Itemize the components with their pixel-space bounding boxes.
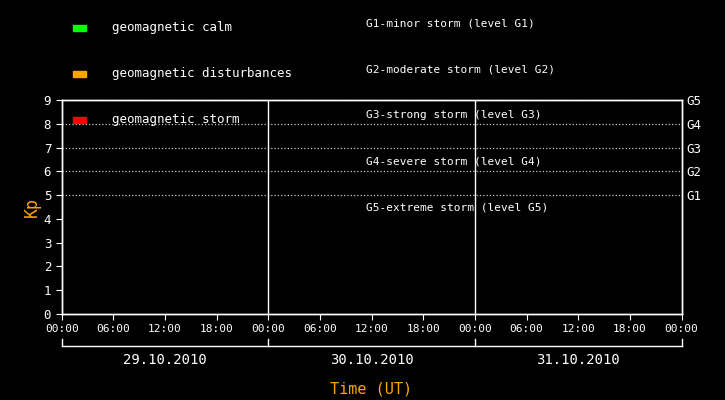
Text: Time (UT): Time (UT) bbox=[331, 381, 413, 396]
Text: 30.10.2010: 30.10.2010 bbox=[330, 353, 413, 367]
Text: G1-minor storm (level G1): G1-minor storm (level G1) bbox=[366, 18, 535, 28]
Text: G4-severe storm (level G4): G4-severe storm (level G4) bbox=[366, 156, 542, 166]
Text: geomagnetic disturbances: geomagnetic disturbances bbox=[112, 68, 292, 80]
Text: geomagnetic storm: geomagnetic storm bbox=[112, 114, 240, 126]
Text: 31.10.2010: 31.10.2010 bbox=[536, 353, 620, 367]
Text: G5-extreme storm (level G5): G5-extreme storm (level G5) bbox=[366, 202, 548, 212]
Text: geomagnetic calm: geomagnetic calm bbox=[112, 22, 233, 34]
Text: 29.10.2010: 29.10.2010 bbox=[123, 353, 207, 367]
Text: G2-moderate storm (level G2): G2-moderate storm (level G2) bbox=[366, 64, 555, 74]
Text: G3-strong storm (level G3): G3-strong storm (level G3) bbox=[366, 110, 542, 120]
Y-axis label: Kp: Kp bbox=[23, 197, 41, 217]
